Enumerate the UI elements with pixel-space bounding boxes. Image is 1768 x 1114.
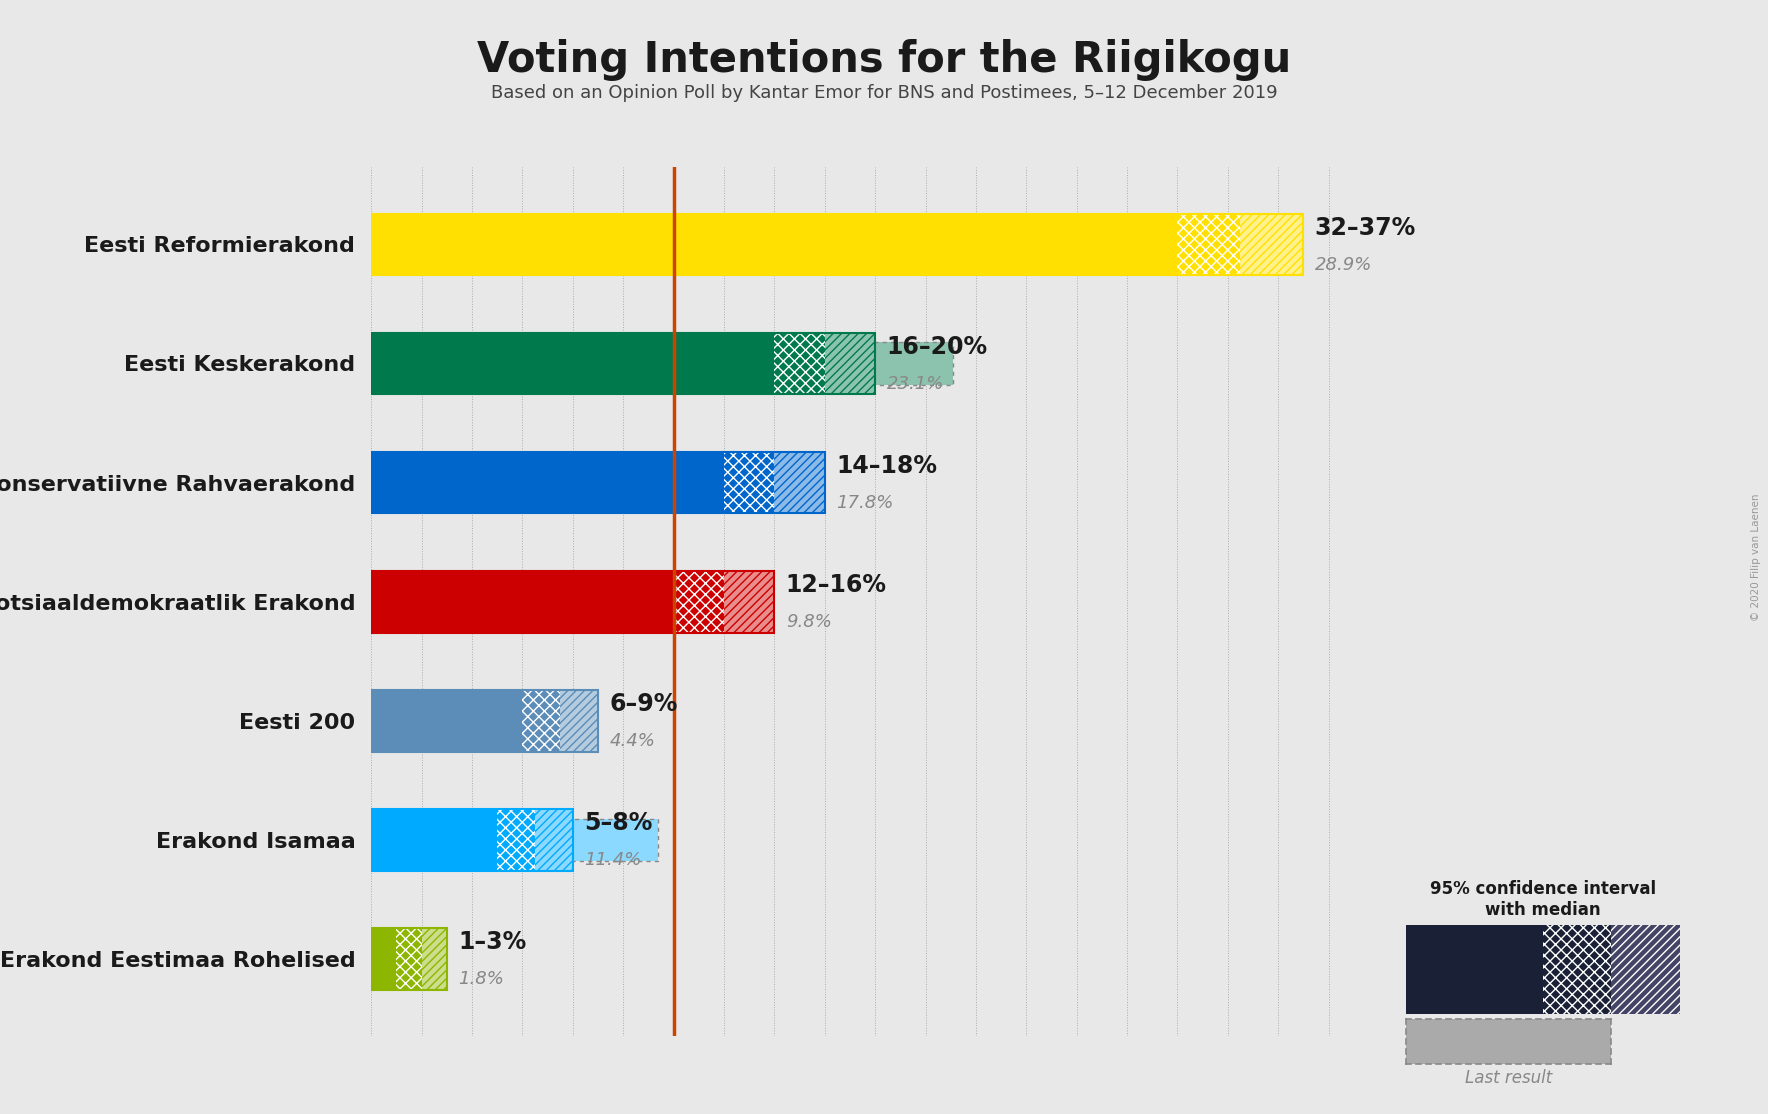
Bar: [371, 700, 483, 742]
Bar: [1543, 925, 1611, 1014]
Bar: [371, 342, 953, 384]
Text: 23.1%: 23.1%: [886, 374, 944, 393]
Bar: [1611, 925, 1680, 1014]
Bar: [674, 570, 725, 633]
Text: 32–37%: 32–37%: [1315, 216, 1416, 240]
Bar: [560, 690, 598, 752]
Bar: [423, 928, 447, 989]
Bar: [371, 580, 619, 623]
Bar: [371, 451, 826, 514]
Bar: [371, 333, 875, 394]
Bar: [371, 461, 820, 504]
Bar: [1241, 214, 1303, 275]
Bar: [371, 224, 1100, 265]
Bar: [774, 451, 826, 514]
Bar: [371, 570, 774, 633]
Text: Voting Intentions for the Riigikogu: Voting Intentions for the Riigikogu: [477, 39, 1291, 81]
Text: 17.8%: 17.8%: [836, 494, 893, 511]
Bar: [371, 809, 497, 870]
Text: 4.4%: 4.4%: [610, 732, 656, 750]
Bar: [371, 342, 953, 384]
Bar: [725, 570, 774, 633]
Text: Based on an Opinion Poll by Kantar Emor for BNS and Postimees, 5–12 December 201: Based on an Opinion Poll by Kantar Emor …: [492, 84, 1276, 101]
Bar: [371, 214, 1303, 275]
Text: 1–3%: 1–3%: [458, 930, 527, 954]
Text: 5–8%: 5–8%: [583, 811, 652, 836]
Text: 1.8%: 1.8%: [458, 970, 504, 988]
Bar: [371, 580, 619, 623]
Bar: [371, 333, 774, 394]
Bar: [371, 224, 1100, 265]
Bar: [774, 333, 826, 394]
Bar: [536, 809, 573, 870]
Bar: [523, 690, 560, 752]
Bar: [371, 928, 396, 989]
Bar: [371, 928, 447, 989]
Bar: [396, 928, 423, 989]
Bar: [371, 819, 658, 861]
Bar: [371, 938, 417, 979]
Bar: [826, 333, 875, 394]
Bar: [371, 809, 573, 870]
Bar: [371, 938, 417, 979]
Bar: [371, 819, 658, 861]
Bar: [497, 809, 536, 870]
Text: © 2020 Filip van Laenen: © 2020 Filip van Laenen: [1750, 494, 1761, 620]
Text: 28.9%: 28.9%: [1315, 256, 1372, 274]
Text: Last result: Last result: [1464, 1069, 1552, 1087]
Bar: [371, 570, 674, 633]
Bar: [371, 461, 820, 504]
Bar: [371, 700, 483, 742]
Text: 12–16%: 12–16%: [785, 573, 888, 597]
Text: 95% confidence interval
with median: 95% confidence interval with median: [1430, 880, 1655, 919]
Text: 9.8%: 9.8%: [785, 613, 831, 631]
Text: 16–20%: 16–20%: [886, 335, 988, 359]
Bar: [371, 451, 725, 514]
Bar: [371, 690, 523, 752]
Text: 6–9%: 6–9%: [610, 692, 677, 716]
Bar: [1177, 214, 1241, 275]
Bar: [371, 690, 598, 752]
Bar: [1406, 925, 1543, 1014]
Bar: [725, 451, 774, 514]
Bar: [371, 214, 1177, 275]
Text: 14–18%: 14–18%: [836, 453, 937, 478]
Text: 11.4%: 11.4%: [583, 851, 642, 869]
